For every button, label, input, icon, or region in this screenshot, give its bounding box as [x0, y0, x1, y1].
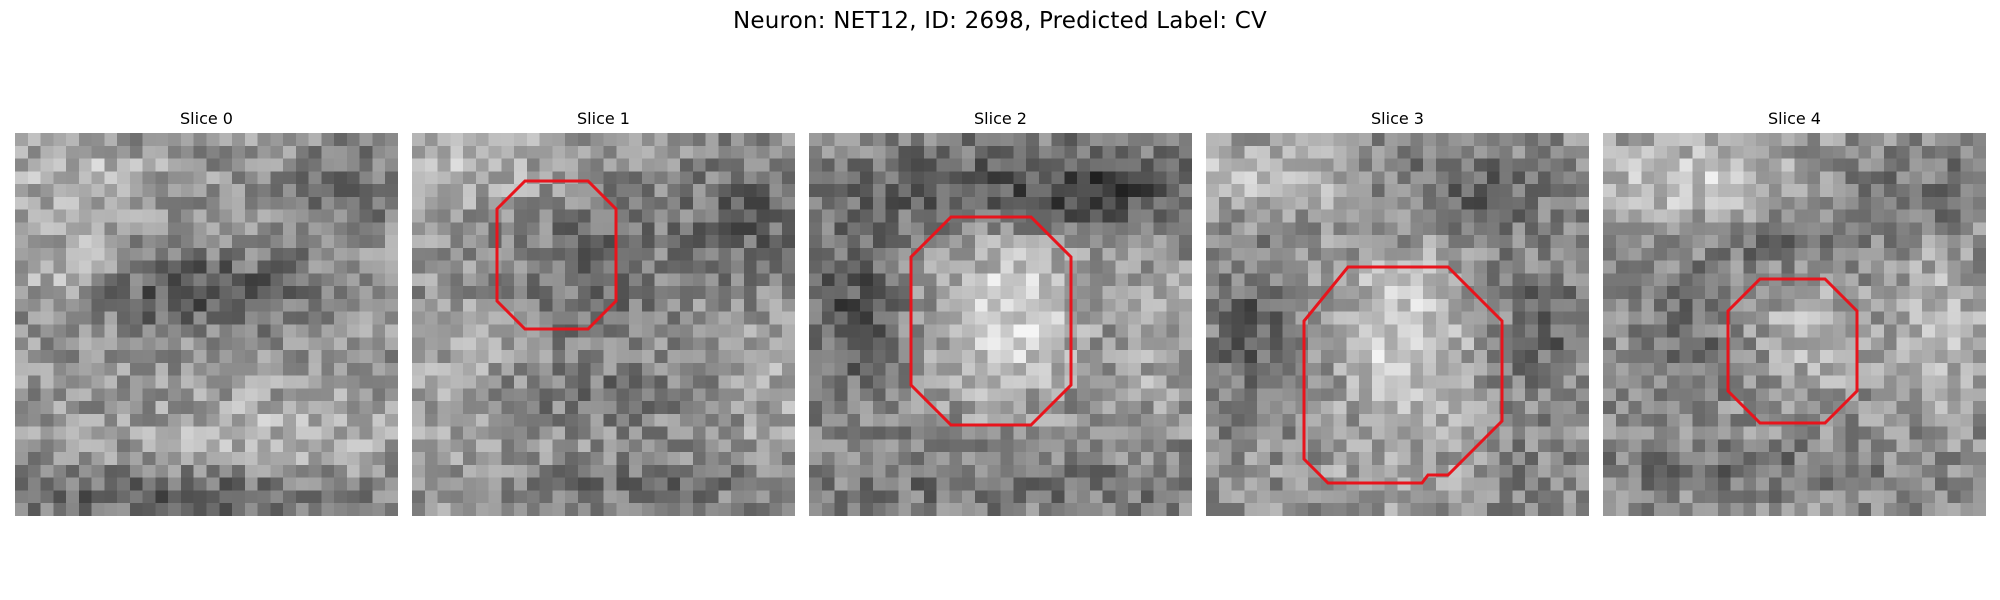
slice-title: Slice 1: [412, 108, 795, 130]
figure-title: Neuron: NET12, ID: 2698, Predicted Label…: [0, 8, 2000, 34]
slice-image: [15, 133, 398, 516]
slice-image: [412, 133, 795, 516]
slice-panel-2: Slice 2: [809, 108, 1192, 516]
slice-title: Slice 3: [1206, 108, 1589, 130]
slice-panel-0: Slice 0: [15, 108, 398, 516]
slice-panel-4: Slice 4: [1603, 108, 1986, 516]
slice-title: Slice 2: [809, 108, 1192, 130]
slice-image: [809, 133, 1192, 516]
slice-panel-3: Slice 3: [1206, 108, 1589, 516]
slice-image: [1603, 133, 1986, 516]
slice-title: Slice 0: [15, 108, 398, 130]
slice-title: Slice 4: [1603, 108, 1986, 130]
slice-panel-1: Slice 1: [412, 108, 795, 516]
slice-image: [1206, 133, 1589, 516]
